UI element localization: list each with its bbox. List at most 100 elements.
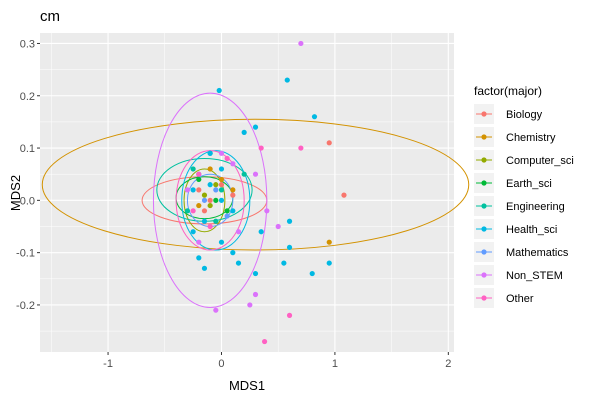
point-computer-sci (207, 202, 213, 209)
point-health-sci (201, 265, 208, 271)
point-non-stem (252, 291, 259, 298)
point-non-stem (298, 40, 304, 47)
point-health-sci (207, 182, 213, 188)
legend-dot-other (481, 295, 487, 301)
y-tick-label: 0.0 (20, 195, 35, 207)
point-biology (341, 192, 347, 198)
ellipse-other (175, 150, 245, 251)
x-tick-label: 1 (332, 358, 338, 370)
point-health-sci (230, 208, 236, 214)
point-non-stem (235, 229, 242, 235)
point-other (207, 223, 213, 230)
plot-panel (40, 33, 454, 352)
y-axis-title: MDS2 (8, 175, 23, 211)
point-engineering (184, 208, 191, 214)
point-health-sci (252, 270, 259, 277)
point-biology (196, 187, 202, 193)
gridlines (40, 33, 454, 352)
legend-dot-health-sci (481, 226, 487, 232)
ellipse-computer-sci (183, 168, 226, 233)
point-health-sci (284, 77, 290, 83)
point-health-sci (286, 244, 293, 251)
y-tick-label: -0.1 (16, 248, 35, 260)
point-health-sci (190, 229, 196, 235)
ellipse-chemistry (41, 118, 470, 251)
point-engineering (218, 187, 225, 193)
point-health-sci (252, 124, 259, 130)
legend-dot-earth-sci (481, 180, 487, 186)
legend-label-computer-sci: Computer_sci (506, 155, 574, 167)
point-health-sci (196, 255, 202, 261)
point-mathematics (213, 187, 219, 193)
point-computer-sci (201, 192, 208, 198)
point-non-stem (184, 187, 191, 193)
point-health-sci (241, 129, 247, 135)
x-axis-ticks: -1 0 1 2 (103, 352, 451, 370)
point-other (258, 145, 264, 151)
legend-label-engineering: Engineering (506, 201, 565, 213)
point-chemistry (326, 239, 332, 245)
point-health-sci (286, 218, 293, 224)
point-non-stem (264, 208, 270, 214)
point-non-stem (218, 150, 225, 156)
point-health-sci (218, 197, 225, 203)
y-tick-label: 0.2 (20, 91, 35, 103)
point-biology (218, 182, 225, 188)
legend-label-biology: Biology (506, 109, 543, 121)
legend-label-other: Other (506, 293, 534, 305)
confidence-ellipses (41, 92, 470, 309)
legend: factor(major) Biology Chemistry Computer_s… (474, 84, 574, 308)
point-chemistry (196, 202, 202, 209)
point-health-sci (309, 270, 315, 277)
legend-dot-mathematics (481, 249, 487, 255)
point-health-sci (190, 187, 196, 193)
x-tick-label: 0 (218, 358, 224, 370)
point-health-sci (326, 260, 332, 266)
point-health-sci (311, 114, 318, 120)
y-tick-label: 0.1 (20, 143, 35, 155)
point-engineering (190, 166, 196, 172)
point-other (298, 145, 304, 151)
point-chemistry (207, 166, 213, 172)
legend-label-non-stem: Non_STEM (506, 270, 563, 282)
point-health-sci (281, 260, 287, 266)
x-tick-label: -1 (103, 358, 113, 370)
legend-dot-chemistry (481, 134, 487, 140)
x-tick-label: 2 (445, 358, 451, 370)
point-chemistry (230, 187, 236, 193)
legend-dot-computer-sci (481, 157, 487, 163)
y-axis-ticks: -0.2 -0.1 0.0 0.1 0.2 0.3 (16, 38, 40, 312)
point-other (286, 312, 293, 318)
point-non-stem (230, 161, 236, 167)
point-earth-sci (213, 197, 219, 203)
point-non-stem (275, 223, 281, 230)
legend-dot-engineering (481, 203, 487, 209)
point-non-stem (213, 307, 219, 313)
point-non-stem (196, 239, 202, 245)
point-earth-sci (196, 176, 202, 183)
point-engineering (241, 171, 247, 177)
point-biology (207, 197, 213, 203)
point-health-sci (235, 260, 242, 266)
point-other (190, 208, 196, 214)
chart-title: cm (40, 8, 60, 25)
point-mathematics (224, 213, 230, 219)
point-chemistry (218, 176, 225, 183)
point-biology (326, 140, 332, 146)
legend-items: Biology Chemistry Computer_sci Earth_sci Eng… (474, 104, 574, 308)
point-other (196, 171, 202, 177)
point-health-sci (216, 87, 222, 94)
point-biology (230, 192, 236, 198)
point-health-sci (207, 150, 213, 156)
legend-dot-biology (481, 111, 487, 117)
point-other (224, 155, 230, 162)
point-health-sci (258, 229, 264, 235)
x-axis-title: MDS1 (229, 378, 265, 393)
point-health-sci (218, 166, 225, 172)
legend-label-earth-sci: Earth_sci (506, 178, 552, 190)
legend-label-mathematics: Mathematics (506, 247, 569, 259)
point-health-sci (201, 218, 208, 224)
point-engineering (213, 218, 219, 224)
point-health-sci (230, 250, 236, 256)
